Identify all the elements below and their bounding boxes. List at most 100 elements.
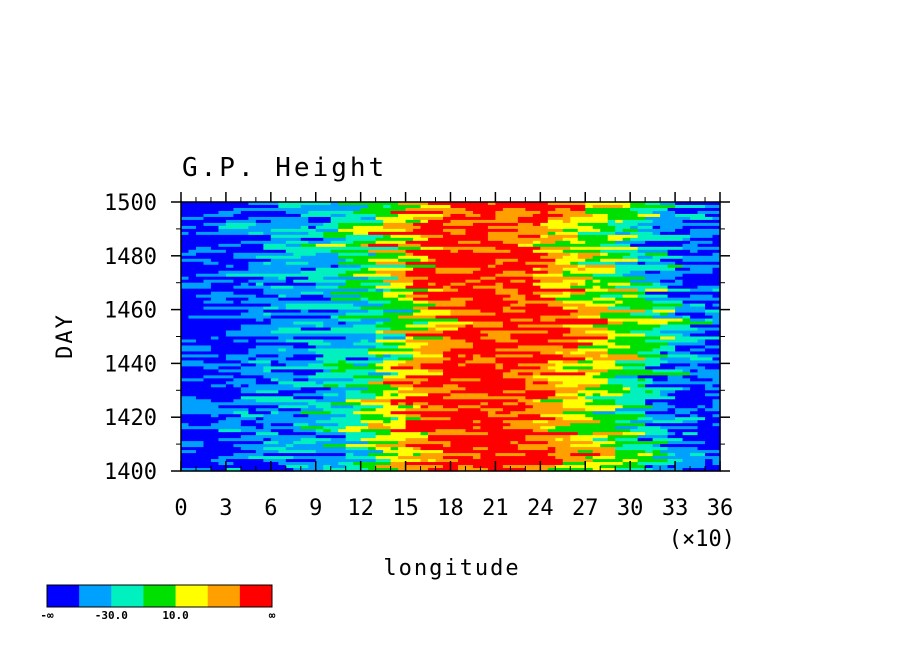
heatmap-cell (480, 336, 511, 341)
heatmap-cell (697, 285, 721, 290)
heatmap-cell (263, 312, 272, 317)
heatmap-cell (293, 330, 324, 335)
heatmap-cell (615, 285, 624, 290)
heatmap-cell (547, 342, 556, 347)
heatmap-cell (353, 318, 362, 323)
heatmap-cell (390, 318, 407, 323)
heatmap-cell (398, 315, 414, 320)
heatmap-cell (263, 288, 279, 293)
heatmap-cell (270, 378, 279, 382)
heatmap-cell (690, 360, 706, 364)
heatmap-cell (345, 447, 369, 451)
heatmap-cell (480, 453, 497, 457)
heatmap-cell (540, 246, 571, 251)
heatmap-cell (443, 202, 474, 206)
heatmap-cell (570, 246, 586, 251)
heatmap-cell (195, 390, 212, 394)
heatmap-cell (225, 255, 235, 260)
heatmap-cell (443, 288, 459, 293)
y-tick-label: 1480 (104, 245, 157, 270)
heatmap-cell (270, 438, 279, 442)
heatmap-cell (240, 234, 272, 239)
heatmap-cell (562, 306, 571, 311)
heatmap-cell (472, 390, 504, 394)
colorbar-swatch (47, 585, 80, 607)
heatmap-cell (652, 396, 676, 400)
heatmap-cell (607, 414, 616, 418)
heatmap-cell (315, 366, 339, 370)
heatmap-cell (630, 279, 661, 284)
heatmap-cell (615, 231, 631, 236)
heatmap-cell (345, 393, 354, 397)
heatmap-cell (510, 435, 526, 439)
heatmap-cell (210, 237, 242, 242)
heatmap-cell (203, 300, 234, 305)
heatmap-cell (443, 336, 452, 341)
heatmap-cell (255, 357, 287, 362)
heatmap-cell (360, 318, 384, 323)
heatmap-cell (405, 219, 422, 224)
heatmap-cell (413, 399, 422, 403)
heatmap-cell (405, 264, 437, 269)
heatmap-cell (300, 243, 317, 248)
heatmap-cell (645, 423, 669, 427)
heatmap-cell (510, 237, 534, 242)
heatmap-cell (398, 213, 407, 218)
heatmap-cell (495, 354, 504, 359)
heatmap-cell (510, 423, 541, 427)
heatmap-cell (300, 411, 317, 415)
heatmap-cell (398, 468, 429, 472)
heatmap-cell (712, 414, 721, 418)
heatmap-cell (225, 231, 249, 236)
heatmap-cell (555, 204, 579, 209)
heatmap-cell (218, 447, 227, 451)
y-tick-label: 1500 (104, 191, 157, 216)
heatmap-cell (353, 279, 384, 284)
heatmap-cell (263, 414, 294, 418)
heatmap-cell (532, 273, 556, 278)
heatmap-cell (330, 354, 339, 359)
heatmap-cell (383, 309, 414, 314)
heatmap-cell (413, 348, 429, 353)
heatmap-cell (428, 240, 459, 245)
heatmap-cell (577, 384, 601, 388)
heatmap-cell (405, 303, 437, 308)
heatmap-cell (540, 315, 556, 320)
heatmap-cell (517, 363, 534, 367)
heatmap-cell (270, 387, 302, 391)
heatmap-cell (435, 297, 452, 302)
heatmap-cell (690, 447, 699, 451)
heatmap-cell (592, 414, 609, 418)
heatmap-cell (278, 202, 309, 206)
heatmap-cell (368, 297, 399, 302)
heatmap-cell (338, 225, 354, 230)
heatmap-cell (345, 237, 369, 242)
heatmap-cell (435, 207, 452, 212)
heatmap-cell (181, 378, 205, 382)
heatmap-cell (375, 462, 392, 466)
heatmap-cell (218, 246, 249, 251)
heatmap-cell (308, 240, 332, 245)
heatmap-cell (562, 249, 571, 254)
heatmap-cell (285, 465, 309, 469)
heatmap-cell (405, 450, 422, 454)
heatmap-cell (577, 234, 609, 239)
heatmap-cell (697, 300, 721, 305)
heatmap-cell (615, 321, 624, 326)
heatmap-cell (667, 408, 676, 412)
heatmap-cell (547, 339, 579, 344)
heatmap-cell (540, 267, 564, 272)
heatmap-cell (210, 369, 220, 373)
heatmap-cell (480, 213, 497, 218)
heatmap-cell (405, 270, 437, 275)
heatmap-cell (712, 462, 721, 466)
heatmap-cell (390, 225, 399, 230)
heatmap-cell (210, 414, 220, 418)
heatmap-cell (181, 354, 190, 359)
heatmap-cell (630, 312, 661, 317)
heatmap-cell (637, 390, 646, 394)
heatmap-cell (323, 303, 354, 308)
heatmap-cell (540, 318, 556, 323)
heatmap-cell (383, 351, 399, 356)
heatmap-cell (555, 202, 586, 206)
